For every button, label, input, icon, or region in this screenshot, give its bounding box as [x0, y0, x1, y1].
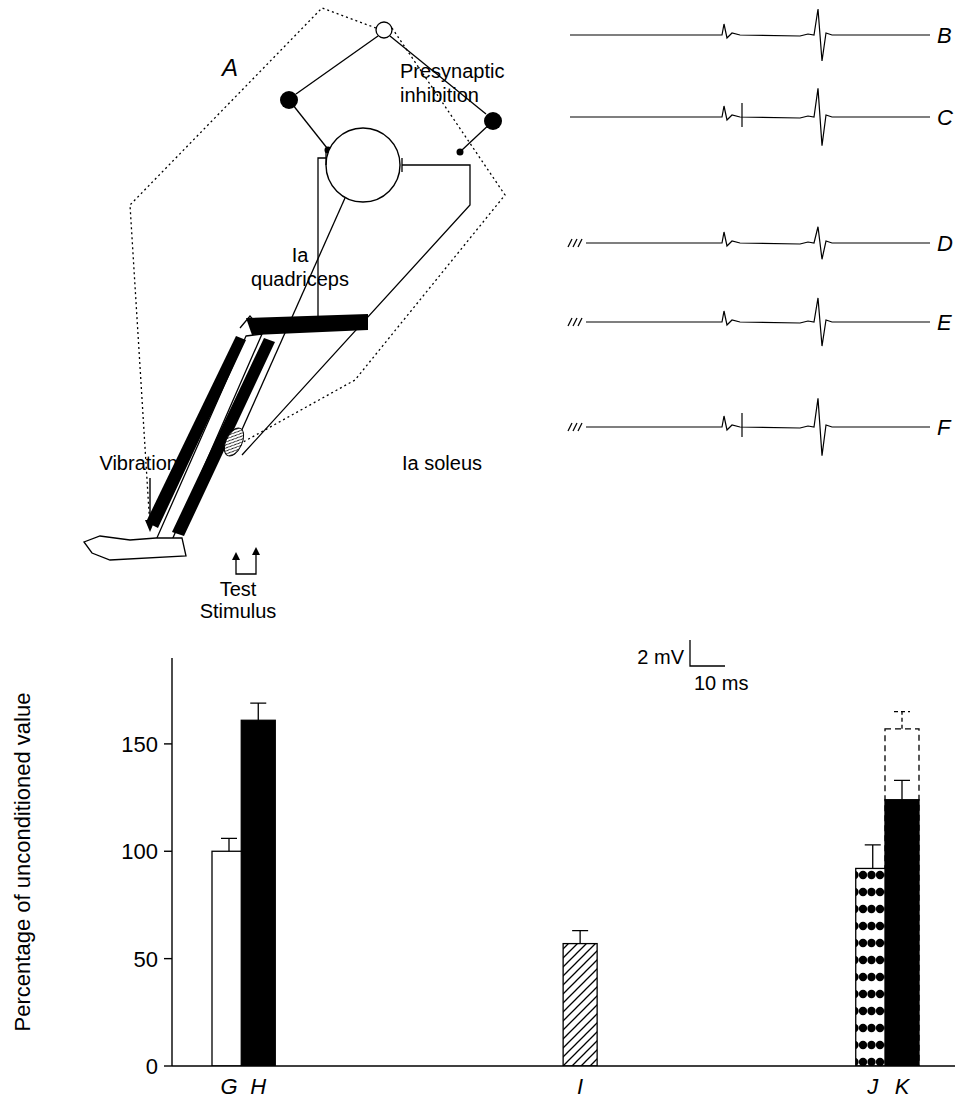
trace: [586, 227, 930, 260]
y-tick-label: 150: [121, 732, 158, 757]
vibration-arrow: [149, 478, 150, 526]
bar-chart: 0 50 100 150 GH I JK Percentage of unconditione…: [10, 658, 955, 1099]
y-tick: [164, 1065, 172, 1066]
diagram: A Vibration TestStimulus Presynapticinhibit…: [84, 8, 505, 622]
bar: [885, 729, 919, 1066]
trace: [586, 298, 930, 346]
trace: [586, 398, 930, 455]
trace: [570, 88, 930, 145]
y-tick: [164, 958, 172, 959]
x-tick-label: H: [250, 1074, 266, 1099]
error-bar: [221, 838, 237, 851]
error-bar: [865, 845, 881, 869]
traces: B C D E F 2 mV 10 ms: [568, 9, 953, 694]
x-tick-label: K: [895, 1074, 911, 1099]
error-bar: [572, 931, 588, 944]
y-tick-label: 0: [146, 1054, 158, 1079]
ia-soleus-fibre: [242, 165, 470, 455]
bar: [563, 944, 597, 1066]
ia-quadriceps-fibre: [318, 158, 326, 322]
bar: [241, 720, 275, 1066]
x-tick-label: I: [577, 1074, 583, 1099]
vibration-label: Vibration: [99, 452, 178, 474]
trace-label: D: [937, 231, 953, 256]
vibration-mark: [578, 318, 582, 326]
presynaptic-label-line: inhibition: [400, 84, 479, 106]
presynaptic-label: Presynapticinhibition: [400, 60, 505, 106]
synapse: [401, 158, 402, 172]
vibration-mark: [578, 423, 582, 431]
y-tick: [164, 851, 172, 852]
vibration-mark: [573, 423, 577, 431]
y-axis-title: Percentage of unconditioned value: [10, 693, 35, 1032]
stimulus-label: Stimulus: [200, 600, 277, 622]
thigh-muscle: [246, 314, 368, 335]
vibration-mark: [578, 239, 582, 247]
x-tick-label: J: [866, 1074, 879, 1099]
x-tick-label: G: [220, 1074, 237, 1099]
stimulus-site: [220, 425, 247, 459]
trace-label: E: [937, 310, 952, 335]
error-bar: [894, 712, 910, 729]
error-bar: [250, 703, 266, 720]
error-bar: [894, 780, 910, 799]
presynaptic-label-line: Presynaptic: [400, 60, 505, 82]
vibration-mark: [573, 318, 577, 326]
tibia: [156, 334, 262, 540]
trace: [570, 9, 930, 61]
axon: [296, 36, 378, 94]
vibration-mark: [568, 423, 572, 431]
bars: [212, 703, 919, 1066]
trace-label: B: [937, 23, 952, 48]
scale-time: 10 ms: [694, 672, 748, 694]
stimulus-label: Test: [220, 578, 257, 600]
bar: [885, 800, 919, 1066]
axon: [289, 100, 327, 148]
foot: [84, 536, 186, 560]
knee: [240, 316, 262, 330]
panel-label: A: [220, 54, 238, 81]
arrow-head: [232, 552, 240, 560]
ia-soleus-label: Ia soleus: [402, 452, 482, 474]
scale-bar: [690, 640, 725, 666]
motoneuron: [326, 128, 400, 202]
arrow-head: [145, 520, 155, 532]
dotted-path: [236, 28, 505, 446]
soleus-muscle: [172, 338, 275, 536]
y-tick: [164, 743, 172, 744]
dotted-path: [130, 8, 376, 528]
trace-label: C: [937, 105, 953, 130]
ia-quadriceps-label: Iaquadriceps: [251, 244, 349, 290]
y-tick-label: 50: [134, 947, 158, 972]
figure: A Vibration TestStimulus Presynapticinhibit…: [0, 0, 959, 1107]
y-tick-label: 100: [121, 839, 158, 864]
x-axis: [172, 1065, 955, 1066]
interneuron: [376, 22, 392, 38]
ia-quadriceps-label-line: Ia: [292, 244, 310, 266]
terminal: [457, 149, 464, 156]
y-axis: [171, 658, 172, 1066]
axon: [462, 121, 493, 150]
vibration-mark: [573, 239, 577, 247]
vibration-mark: [568, 239, 572, 247]
conditioning-artifact: [741, 103, 742, 127]
arrow-head: [252, 547, 260, 555]
ia-quadriceps-label-line: quadriceps: [251, 268, 349, 290]
conditioning-artifact: [741, 413, 742, 437]
synapse: [325, 151, 326, 165]
trace-label: F: [937, 415, 952, 440]
vibration-mark: [568, 318, 572, 326]
scale-voltage: 2 mV: [637, 646, 684, 668]
